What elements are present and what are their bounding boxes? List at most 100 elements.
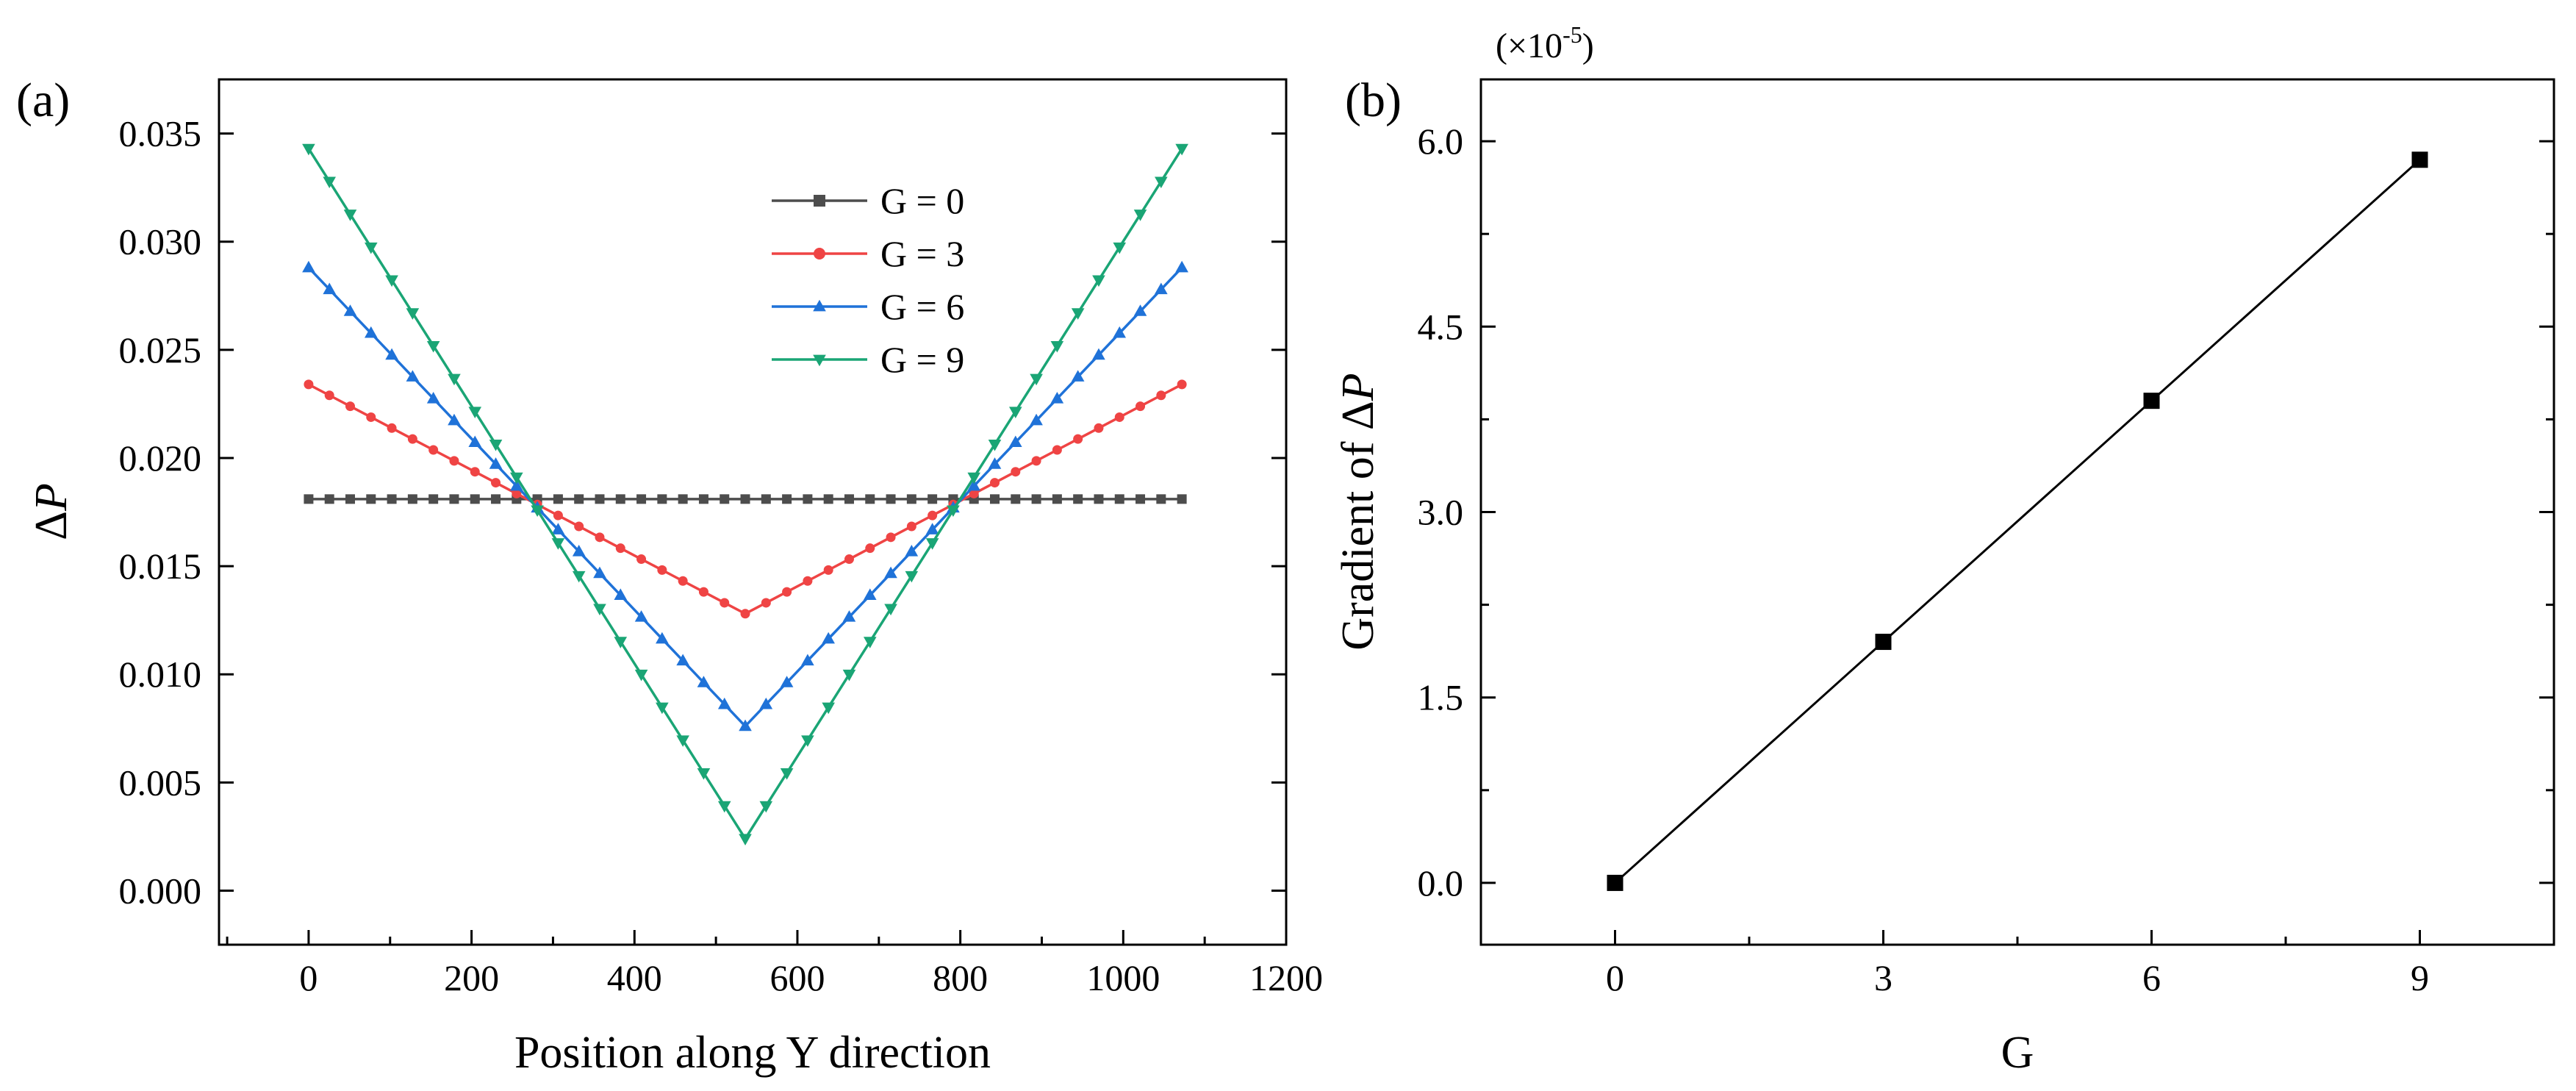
- data-point: [1155, 176, 1168, 189]
- data-point: [823, 494, 833, 504]
- data-point: [1050, 392, 1064, 404]
- y-tick-label: 0.025: [119, 329, 202, 371]
- data-point: [863, 637, 877, 648]
- data-point: [967, 472, 981, 484]
- data-point: [842, 610, 856, 622]
- data-point: [2143, 393, 2160, 409]
- y-tick-label: 6.0: [1418, 121, 1464, 162]
- data-point: [1030, 373, 1043, 386]
- panel-b-scale-note: (×10-5): [1496, 21, 1594, 65]
- data-point: [1135, 494, 1146, 504]
- data-point: [593, 566, 606, 579]
- data-point: [740, 609, 750, 619]
- data-point: [343, 304, 357, 316]
- data-point: [1156, 494, 1166, 504]
- legend-label: G = 0: [880, 180, 964, 221]
- data-point: [491, 494, 501, 504]
- data-point: [489, 440, 503, 451]
- x-tick-label: 200: [444, 957, 499, 998]
- panel-a-y-axis-title-prefix: Δ: [26, 511, 76, 540]
- legend-label: G = 6: [880, 286, 964, 327]
- data-point: [678, 576, 688, 586]
- data-point: [1113, 242, 1127, 254]
- data-point: [928, 494, 938, 504]
- legend-entry: G = 9: [772, 339, 964, 380]
- data-point: [1031, 494, 1041, 504]
- data-point: [1177, 494, 1187, 504]
- data-point: [761, 494, 771, 504]
- data-point: [636, 554, 647, 565]
- data-point: [324, 390, 334, 401]
- x-tick-label: 0: [299, 957, 317, 998]
- data-point: [553, 494, 563, 504]
- data-point: [468, 407, 482, 418]
- data-point: [906, 521, 916, 532]
- data-point: [510, 472, 523, 484]
- data-point: [304, 494, 314, 504]
- data-point: [678, 494, 688, 504]
- data-point: [448, 413, 461, 426]
- data-point: [426, 340, 440, 353]
- data-point: [302, 143, 315, 156]
- data-point: [782, 587, 792, 597]
- data-point: [720, 494, 730, 504]
- panel-a-legend: G = 0 G = 3 G = 6 G = 9: [772, 180, 964, 380]
- data-point: [428, 445, 439, 455]
- data-point: [1011, 494, 1021, 504]
- panel-b-y-axis-title: Gradient of ΔP: [1333, 373, 1383, 650]
- legend-entry: G = 3: [772, 233, 964, 274]
- data-point: [1135, 401, 1146, 412]
- data-point: [614, 637, 628, 648]
- panel-a-frame: [218, 78, 1288, 946]
- data-point: [323, 282, 337, 295]
- data-point: [1156, 390, 1166, 401]
- data-point: [761, 598, 771, 608]
- panel-b-series: [1607, 151, 2428, 891]
- data-point: [717, 697, 731, 709]
- data-point: [990, 494, 1000, 504]
- data-point: [1052, 445, 1062, 455]
- data-point: [1094, 423, 1104, 433]
- data-point: [2411, 151, 2428, 168]
- series-line: [1614, 159, 2421, 884]
- data-point: [1092, 348, 1105, 360]
- panel-b-y-ticks: 0.0 1.5 3.0 4.5 6.0: [1418, 121, 2554, 904]
- data-point: [406, 308, 420, 320]
- y-tick-label: 1.5: [1418, 677, 1464, 718]
- data-point: [593, 604, 606, 616]
- data-point: [1009, 407, 1022, 418]
- data-point: [928, 510, 938, 521]
- data-point: [531, 505, 544, 518]
- data-point: [842, 669, 856, 682]
- x-tick-label: 400: [607, 957, 662, 998]
- series-g3: [304, 379, 1187, 619]
- x-tick-label: 800: [933, 957, 988, 998]
- data-point: [886, 532, 896, 543]
- data-point: [1030, 413, 1043, 426]
- data-point: [780, 768, 794, 780]
- data-point: [489, 457, 503, 469]
- data-point: [844, 554, 854, 565]
- data-point: [366, 494, 376, 504]
- data-point: [1073, 434, 1083, 444]
- data-point: [656, 702, 669, 715]
- panel-a-y-axis-title: ΔP: [26, 483, 76, 540]
- data-point: [468, 435, 482, 448]
- data-point: [345, 494, 356, 504]
- data-point: [1031, 456, 1041, 466]
- data-point: [345, 401, 356, 412]
- data-point: [1114, 494, 1124, 504]
- data-point: [1177, 379, 1187, 390]
- panel-b-scale-exponent: -5: [1563, 21, 1582, 48]
- data-point: [967, 479, 981, 491]
- data-point: [574, 521, 584, 532]
- data-point: [364, 326, 378, 338]
- x-tick-label: 600: [769, 957, 825, 998]
- data-point: [884, 604, 897, 616]
- data-point: [510, 479, 523, 491]
- data-point: [884, 566, 897, 579]
- data-point: [865, 494, 875, 504]
- data-point: [615, 494, 625, 504]
- data-point: [990, 478, 1000, 488]
